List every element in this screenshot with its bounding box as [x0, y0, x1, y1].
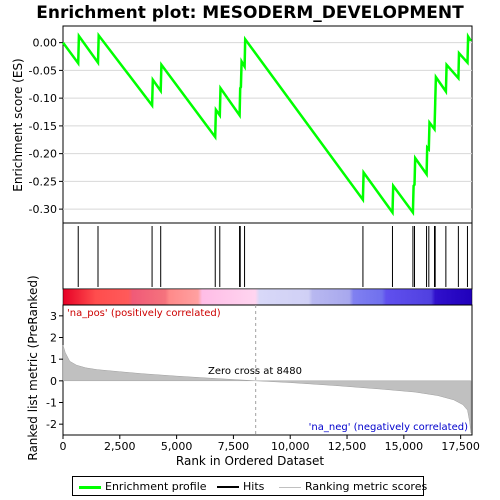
metric-y-tick-label: -1: [46, 397, 57, 410]
zero-cross-label: Zero cross at 8480: [208, 366, 302, 377]
x-tick-label: 15,000: [385, 440, 424, 453]
neg-correlated-label: 'na_neg' (negatively correlated): [309, 422, 468, 433]
pos-correlated-label: 'na_pos' (positively correlated): [67, 308, 221, 319]
es-y-tick-label: -0.30: [29, 203, 57, 216]
legend-label-metric: Ranking metric scores: [305, 480, 428, 493]
es-gridlines: [63, 42, 472, 210]
metric-y-ticks: 3 2 1 0 -1 -2: [46, 310, 63, 431]
x-tick-label: 2,500: [104, 440, 136, 453]
ranking-metric-area: [62, 345, 472, 433]
es-y-ticks: 0.00 -0.05 -0.10 -0.15 -0.20 -0.25 -0.30: [29, 37, 63, 216]
chart-title: Enrichment plot: MESODERM_DEVELOPMENT: [36, 3, 464, 23]
metric-y-tick-label: -2: [46, 418, 57, 431]
legend-item-profile: Enrichment profile: [79, 480, 207, 493]
x-tick-label: 17,500: [441, 440, 480, 453]
metric-y-tick-label: 3: [50, 310, 57, 323]
x-tick-label: 12,500: [328, 440, 367, 453]
es-y-tick-label: -0.10: [29, 92, 57, 105]
legend-item-metric: Ranking metric scores: [279, 480, 427, 493]
rank-color-bar: [62, 288, 473, 306]
metric-y-tick-label: 1: [50, 353, 57, 366]
x-axis-ticks: 0 2,500 5,000 7,500 10,000 12,500 15,000 17,500: [60, 435, 480, 453]
es-y-tick-label: -0.20: [29, 148, 57, 161]
enrichment-profile-line: [61, 31, 472, 217]
es-panel-frame: [62, 25, 473, 224]
es-y-tick-label: -0.05: [29, 64, 57, 77]
legend-label-hits: Hits: [243, 480, 265, 493]
es-y-axis-label: Enrichment score (ES): [11, 58, 25, 191]
hit-markers: [77, 226, 468, 287]
legend-item-hits: Hits: [217, 480, 264, 493]
hits-panel-frame: [62, 222, 473, 290]
es-y-tick-label: -0.15: [29, 120, 57, 133]
x-tick-label: 10,000: [271, 440, 310, 453]
metric-y-axis-label: Ranked list metric (PreRanked): [26, 275, 40, 460]
x-tick-label: 7,500: [218, 440, 250, 453]
x-tick-label: 0: [60, 440, 67, 453]
metric-y-tick-label: 0: [50, 375, 57, 388]
legend-label-profile: Enrichment profile: [105, 480, 207, 493]
es-y-tick-label: -0.25: [29, 175, 57, 188]
metric-panel-frame: [62, 304, 473, 436]
metric-y-tick-label: 2: [50, 332, 57, 345]
legend: Enrichment profile Hits Ranking metric s…: [72, 476, 427, 496]
es-y-tick-label: 0.00: [33, 37, 58, 50]
x-tick-label: 5,000: [161, 440, 193, 453]
x-axis-label: Rank in Ordered Dataset: [176, 454, 324, 468]
